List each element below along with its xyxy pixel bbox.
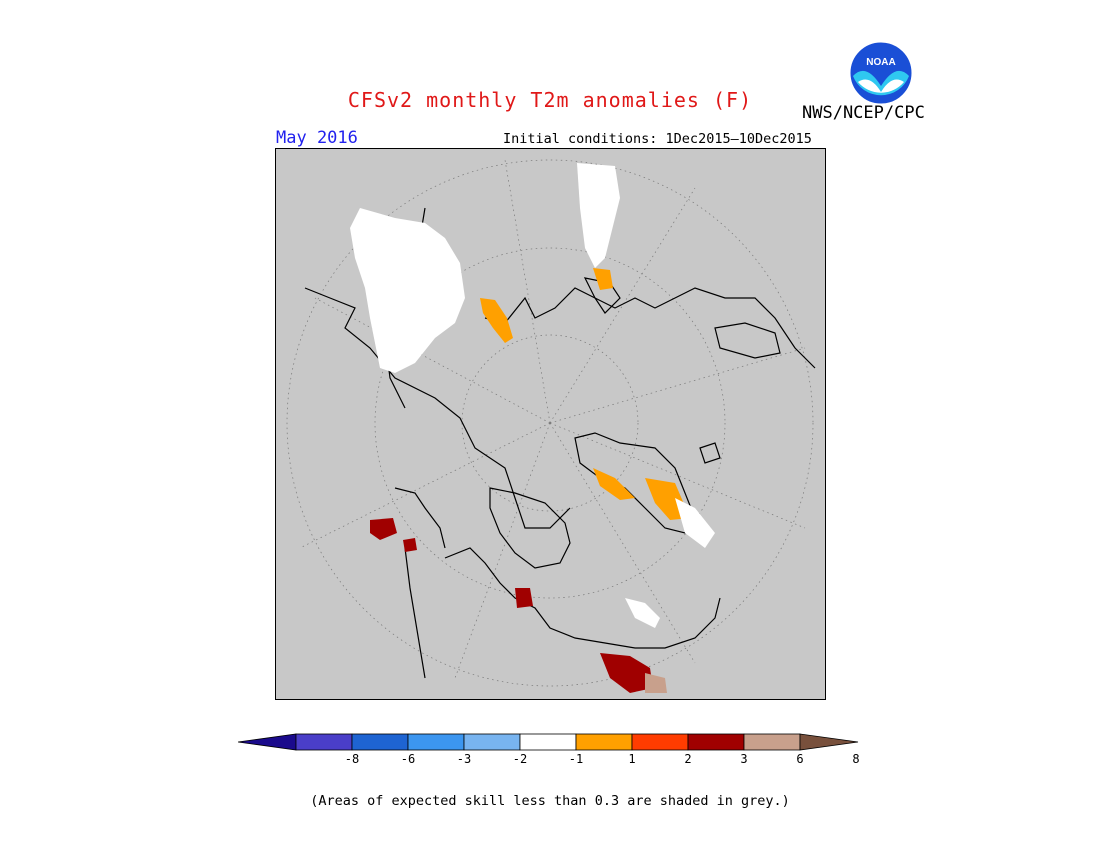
colorbar-tick-label: -3 [456, 752, 472, 766]
noaa-logo-text: NOAA [866, 57, 895, 68]
anomaly-area-kamchatka [645, 673, 667, 693]
anomaly-area-east-siberia [600, 653, 653, 693]
map-title: CFSv2 monthly T2m anomalies (F) [347, 88, 753, 112]
anomaly-area-ob [577, 163, 620, 268]
initial-conditions: Initial conditions: 1Dec2015—10Dec2015 [503, 131, 812, 147]
anomaly-shading [350, 163, 715, 693]
colorbar-box [687, 733, 745, 751]
anomaly-area-canada [515, 588, 533, 608]
colorbar-box [463, 733, 521, 751]
colorbar-box [351, 733, 409, 751]
anomaly-area-greenland [593, 468, 690, 520]
anomaly-area-kola [480, 298, 513, 343]
colorbar-box [575, 733, 633, 751]
colorbar-tick-label: -8 [344, 752, 360, 766]
anomaly-area-greenland-cool [675, 498, 715, 548]
anomaly-area-canada-cool [625, 598, 660, 628]
colorbar-box [407, 733, 465, 751]
colorbar-tick-label: -2 [512, 752, 528, 766]
colorbar-tick-label: 3 [740, 752, 748, 766]
colorbar-extend-high [799, 733, 859, 751]
colorbar-box [743, 733, 801, 751]
polar-anomaly-map [275, 148, 826, 700]
colorbar-tick-label: 2 [684, 752, 692, 766]
noaa-logo: NOAA [850, 42, 912, 104]
colorbar-extend-low [238, 733, 297, 751]
skill-footnote: (Areas of expected skill less than 0.3 a… [310, 793, 790, 809]
anomaly-area-ob-warm [593, 268, 613, 290]
colorbar-box [631, 733, 689, 751]
colorbar-box [519, 733, 577, 751]
colorbar-box [295, 733, 353, 751]
colorbar-tick-label: -6 [400, 752, 416, 766]
colorbar-tick-label: 6 [796, 752, 804, 766]
colorbar-tick-label: 8 [852, 752, 860, 766]
anomaly-area-alaska [370, 518, 397, 540]
colorbar [238, 733, 859, 751]
colorbar-tick-label: 1 [628, 752, 636, 766]
forecast-month: May 2016 [276, 128, 358, 148]
colorbar-tick-label: -1 [568, 752, 584, 766]
agency-label: NWS/NCEP/CPC [802, 103, 925, 123]
anomaly-area-scandinavia [350, 208, 465, 373]
anomaly-area-bering [403, 538, 417, 552]
